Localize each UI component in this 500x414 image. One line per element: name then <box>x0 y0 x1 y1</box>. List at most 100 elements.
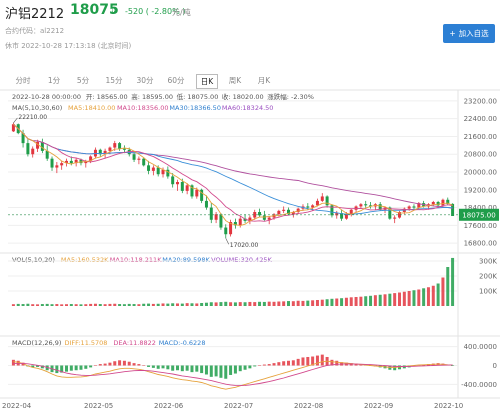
price-change: -520 ( -2.80% ) <box>125 7 186 16</box>
macd-histogram-bar <box>291 360 295 366</box>
macd-histogram-bar <box>287 360 290 366</box>
macd-histogram-bar <box>248 365 252 369</box>
y-tick-label: 19200.00 <box>464 186 497 194</box>
volume-bar <box>272 301 276 306</box>
volume-bar <box>156 303 160 306</box>
volume-bar <box>45 303 49 306</box>
candle-body <box>166 169 170 177</box>
volume-bar <box>287 301 290 306</box>
candle-body <box>441 199 445 206</box>
macd-histogram-bar <box>330 359 334 366</box>
volume-bar <box>229 302 233 306</box>
volume-bar <box>147 303 151 306</box>
volume-bar <box>65 304 68 306</box>
candle-body <box>344 214 348 219</box>
macd-histogram-bar <box>315 355 319 366</box>
volume-bar <box>11 304 15 306</box>
candle-body <box>311 205 315 208</box>
macd-histogram-bar <box>84 365 88 369</box>
candle-body <box>79 159 83 164</box>
candle-body <box>36 142 40 149</box>
legend-item: 高: 18595.00 <box>131 92 173 101</box>
macd-tick-label: -400.0000 <box>461 381 497 389</box>
legend-item: DIFF:11.5708 <box>64 339 107 347</box>
volume-bar <box>36 304 40 306</box>
tab-monthly-k[interactable]: 月K <box>257 76 271 85</box>
macd-histogram-bar <box>98 364 102 366</box>
legend-item: MA20:89.598K <box>162 256 210 264</box>
tab-15min[interactable]: 15分 <box>105 76 123 85</box>
candle-body <box>185 185 189 191</box>
macd-histogram-bar <box>185 365 189 371</box>
volume-bar <box>306 300 310 306</box>
candle-body <box>132 154 136 160</box>
volume-bar <box>195 303 199 306</box>
y-tick-label: 20000.00 <box>464 169 497 177</box>
volume-bar <box>253 302 257 306</box>
candle-body <box>291 212 295 215</box>
volume-bar <box>69 304 73 306</box>
min-marker-line <box>225 238 230 245</box>
macd-histogram-bar <box>219 365 223 378</box>
tab-timeshare[interactable]: 分时 <box>15 76 31 85</box>
tab-1min[interactable]: 1分 <box>47 76 61 85</box>
market-status: 休市 2022-10-28 17:13:18 (北京时间) <box>5 42 132 50</box>
candle-body <box>156 167 160 175</box>
volume-bar <box>50 304 54 306</box>
tab-30min[interactable]: 30分 <box>136 76 154 85</box>
volume-bar <box>84 304 88 306</box>
macd-histogram-bar <box>262 364 266 366</box>
volume-bar <box>74 304 78 306</box>
volume-bar <box>301 300 305 306</box>
macd-histogram-bar <box>306 356 310 366</box>
volume-bar <box>373 295 377 306</box>
candle-body <box>171 176 175 185</box>
candle-body <box>195 189 199 197</box>
macd-histogram-bar <box>79 365 83 370</box>
tab-daily-k[interactable]: 日K <box>196 74 218 89</box>
volume-bar <box>185 303 189 306</box>
tab-60min[interactable]: 60分 <box>167 76 185 85</box>
candle-body <box>11 124 15 132</box>
candle-body <box>103 150 107 155</box>
volume-bar <box>258 301 262 306</box>
ma10-line <box>13 123 453 222</box>
volume-bar <box>282 301 286 306</box>
candle-body <box>243 218 247 221</box>
volume-bar <box>151 303 155 306</box>
macd-histogram-bar <box>176 365 179 371</box>
volume-bar <box>118 304 122 306</box>
tab-weekly-k[interactable]: 周K <box>228 76 242 85</box>
min-price-label: 17020.00 <box>230 242 259 249</box>
macd-histogram-bar <box>147 365 151 367</box>
tab-5min[interactable]: 5分 <box>76 76 90 85</box>
macd-histogram-bar <box>180 365 184 372</box>
candle-body <box>26 143 30 155</box>
legend-item: MA60:18324.50 <box>222 104 274 112</box>
candle-body <box>393 217 397 219</box>
volume-bar <box>108 303 112 306</box>
volume-bar <box>171 303 175 306</box>
candle-body <box>287 209 290 215</box>
candle-body <box>412 206 416 208</box>
legend-item: VOLUME:320.425K <box>211 256 272 264</box>
volume-bar <box>55 304 59 306</box>
legend-item: 开: 18565.00 <box>86 93 128 101</box>
candle-body <box>306 206 310 208</box>
candle-body <box>436 202 440 206</box>
volume-bar <box>359 296 363 306</box>
y-tick-label: 23200.00 <box>464 97 497 105</box>
candle-body <box>282 209 286 211</box>
diff-line <box>13 360 453 390</box>
candle-body <box>118 143 122 149</box>
candle-body <box>204 200 208 208</box>
candle-body <box>349 209 353 215</box>
macd-histogram-bar <box>238 365 242 372</box>
macd-histogram-bar <box>11 359 15 366</box>
volume-bar <box>248 301 252 306</box>
add-to-watchlist-button[interactable]: + 加入自选 <box>443 24 495 43</box>
y-tick-label: 20800.00 <box>464 151 497 159</box>
candle-body <box>60 163 64 166</box>
macd-histogram-bar <box>354 363 358 366</box>
